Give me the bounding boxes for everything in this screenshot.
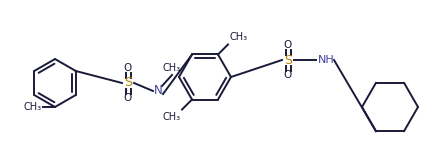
Text: O: O (284, 40, 292, 50)
Text: CH₃: CH₃ (163, 63, 181, 73)
Text: S: S (284, 53, 292, 66)
Text: S: S (124, 77, 132, 89)
Text: O: O (124, 93, 132, 103)
Text: CH₃: CH₃ (229, 33, 247, 42)
Text: O: O (284, 70, 292, 80)
Text: CH₃: CH₃ (24, 102, 42, 112)
Text: CH₃: CH₃ (163, 112, 181, 121)
Text: N: N (154, 84, 162, 98)
Text: NH: NH (318, 55, 335, 65)
Text: O: O (124, 63, 132, 73)
